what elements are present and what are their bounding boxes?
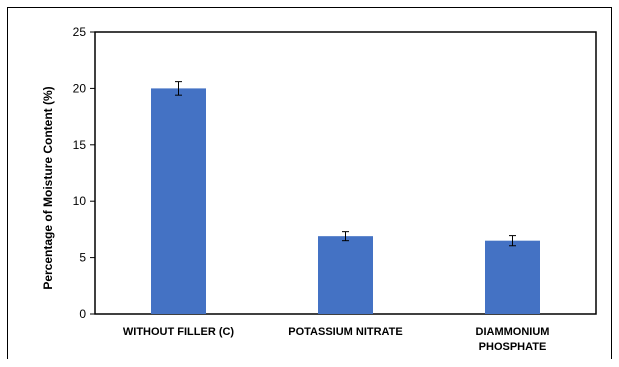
error-bar [175, 81, 182, 96]
y-tick-label: 0 [79, 307, 86, 321]
x-category-label: WITHOUT FILLER (C) [123, 326, 235, 338]
y-tick-label: 5 [79, 251, 86, 265]
y-tick-label: 15 [73, 138, 87, 152]
error-bar [342, 231, 349, 242]
y-axis-title: Percentage of Moisture Content (%) [41, 86, 55, 289]
y-tick-label: 20 [73, 81, 87, 95]
y-axis-ticks: 0 5 10 15 20 25 [73, 25, 95, 321]
x-category-label: DIAMMONIUM PHOSPHATE [476, 326, 550, 353]
y-tick-label: 25 [73, 25, 87, 39]
bar [318, 236, 373, 314]
x-axis-labels: WITHOUT FILLER (C) POTASSIUM NITRATE DIAMM… [123, 326, 550, 353]
error-bar [509, 235, 516, 247]
bar [151, 88, 206, 315]
y-tick-label: 10 [73, 194, 87, 208]
bars [151, 81, 540, 315]
bar [485, 240, 540, 314]
chart-frame [7, 7, 612, 359]
x-category-label: POTASSIUM NITRATE [288, 326, 402, 338]
